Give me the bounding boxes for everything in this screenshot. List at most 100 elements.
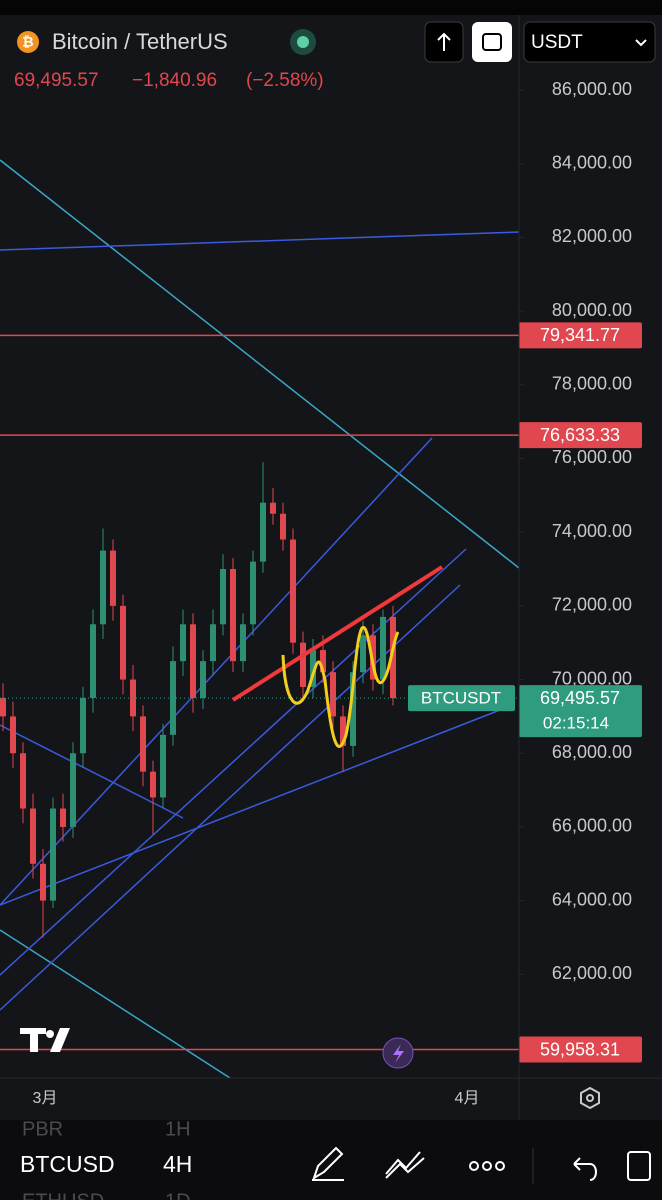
candle-body [190,624,196,698]
price-level-label: 79,341.77 [540,325,620,345]
annotations [231,565,444,748]
symbol-title: Bitcoin / TetherUS [52,29,228,54]
trend-line [0,159,519,569]
candle-body [320,650,326,673]
candle-body [180,624,186,662]
countdown-label: 02:15:14 [543,714,609,733]
candle-body [260,502,266,562]
copy-button[interactable] [627,1151,651,1181]
candle-body [240,624,246,662]
tv-logo [20,1028,70,1052]
last-price: 69,495.57 [14,70,99,91]
candle-body [120,605,126,680]
settings-icon [586,1094,594,1102]
price-level-label: 76,633.33 [540,425,620,445]
candle-body [290,539,296,643]
y-tick-label: 78,000.00 [552,374,632,394]
candle-body [350,672,356,746]
trend-line [0,437,433,906]
wave-drawing [281,626,400,748]
candle-body [160,734,166,798]
interval-option[interactable]: 1D [165,1190,191,1200]
time-label: 3月 [33,1090,58,1107]
candle-body [310,650,316,687]
symbol-tag [408,685,515,712]
bitcoin-icon-glyph: ₿ [22,34,33,50]
bitcoin-icon [17,31,39,53]
candle-body [210,624,216,662]
currency-select[interactable] [523,21,656,63]
interval-option-selected[interactable]: 4H [163,1151,192,1177]
candle-body [0,697,6,717]
tv-logo-dot [46,1030,54,1038]
candle-body [10,716,16,754]
trend-line [0,548,467,976]
candle-body [80,697,86,754]
candle-body [100,550,106,625]
candle-body [200,661,206,698]
fullscreen-icon [482,33,502,51]
y-tick-label: 70,000.00 [552,668,632,688]
candle-body [340,716,346,746]
y-tick-label: 68,000.00 [552,742,632,762]
symbol-option[interactable]: ETHUSD [22,1190,104,1200]
candle-body [380,616,386,680]
y-tick-label: 72,000.00 [552,595,632,615]
current-price-label: 69,495.57 [540,688,620,708]
price-level-tag [519,1036,642,1063]
candle-body [230,569,236,662]
candle-body [140,716,146,772]
candle-body [20,753,26,809]
symbol-option-selected[interactable]: BTCUSD [20,1151,115,1177]
candle-body [110,550,116,606]
candle-body [250,561,256,625]
candle-body [30,808,36,864]
upload-icon [437,32,451,51]
candle-body [70,753,76,827]
price-level-label: 59,958.31 [540,1039,620,1059]
y-tick-label: 66,000.00 [552,816,632,836]
plot [0,334,519,1051]
more-button[interactable] [469,1161,505,1171]
undo-button[interactable] [573,1157,597,1181]
candle-body [360,635,366,673]
candle-body [280,513,286,540]
dropdown-icon [635,39,647,47]
price-change-percent: (−2.58%) [246,70,324,91]
candle-body [270,502,276,514]
y-tick-label: 74,000.00 [552,521,632,541]
trend-line [0,929,231,1078]
price-change: −1,840.96 [132,70,217,91]
interval-option[interactable]: 1H [165,1118,191,1140]
y-tick-label: 76,000.00 [552,447,632,467]
currency-label: USDT [531,32,583,53]
candle-body [150,771,156,798]
fullscreen-button[interactable] [472,22,512,62]
market-status-dot [297,36,309,48]
price-level-tag [519,422,642,449]
candle-body [50,808,56,901]
y-tick-label: 80,000.00 [552,300,632,320]
candle-body [60,808,66,827]
symbol-option[interactable]: PBR [22,1118,63,1140]
candle-body [390,616,396,699]
y-tick-label: 84,000.00 [552,152,632,172]
current-price-tag [519,685,642,738]
y-tick-label: 82,000.00 [552,226,632,246]
y-tick-label: 62,000.00 [552,963,632,983]
draw-button[interactable] [312,1146,344,1181]
candle-body [300,642,306,687]
price-level-tag [519,322,642,349]
trend-line [0,231,519,251]
time-label: 4月 [455,1090,480,1107]
y-tick-label: 64,000.00 [552,889,632,909]
trend-line [0,709,501,906]
settings-button[interactable] [580,1086,600,1110]
resistance-drawing [231,565,444,702]
y-tick-label: 86,000.00 [552,79,632,99]
candle-body [330,672,336,717]
symbol-tag-label: BTCUSDT [421,689,501,708]
indicators-button[interactable] [385,1151,425,1179]
